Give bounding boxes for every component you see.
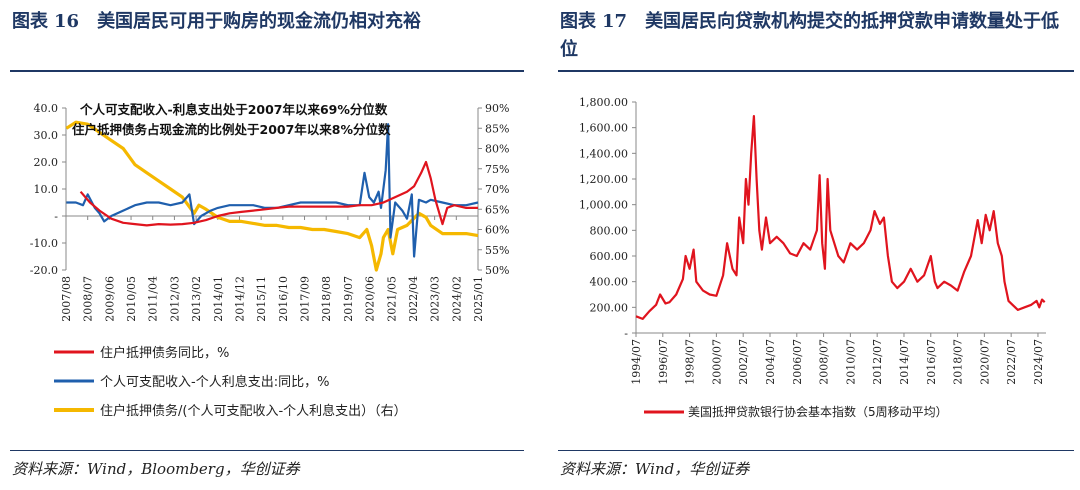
left-y-tick-label: 30.0: [34, 129, 59, 142]
figure-16-panel: 图表 16 美国居民可用于购房的现金流仍相对充裕 -20.0 -10.0-10.0 20…: [0, 0, 530, 490]
x-tick-label: 2004/07: [764, 339, 777, 385]
right-y-tick-label: 65%: [485, 203, 509, 216]
right-y-tick-label: 70%: [485, 183, 509, 196]
figure-17-chart: - 200.00 400.00 600.00 800.00 1,000.00 1,200.0…: [579, 96, 1046, 419]
x-tick-label: 2010/07: [844, 339, 857, 385]
figure-17-top-rule: [558, 70, 1074, 72]
figure-16-title: 图表 16 美国居民可用于购房的现金流仍相对充裕: [12, 8, 522, 36]
x-tick-label: 2022/07: [1005, 339, 1018, 385]
left-y-tick-label: 40.0: [34, 102, 59, 115]
annotation-debt-ratio-percentile: 住户抵押债务占现金流的比例处于2007年以来8%分位数: [72, 122, 391, 137]
x-tick-label: 2016/10: [277, 276, 290, 322]
figure-16-title-text: 美国居民可用于购房的现金流仍相对充裕: [97, 11, 422, 32]
left-y-tick-label: 20.0: [34, 156, 59, 169]
annotation-income-percentile: 个人可支配收入-利息支出处于2007年以来69%分位数: [79, 102, 388, 117]
right-y-tick-label: 60%: [485, 224, 509, 237]
x-tick-label: 2008/07: [818, 339, 831, 385]
x-tick-label: 1998/07: [684, 339, 697, 385]
x-tick-label: 2000/07: [710, 339, 723, 385]
y-tick-label: 1,400.00: [579, 147, 628, 160]
figure-16-top-rule: [10, 70, 524, 72]
legend-label: 住户抵押债务/(个人可支配收入-个人利息支出）（右）: [100, 403, 407, 419]
figure-17-panel: 图表 17 美国居民向贷款机构提交的抵押贷款申请数量处于低位 - 200.00 400.…: [548, 0, 1080, 490]
figure-17-title-text: 美国居民向贷款机构提交的抵押贷款申请数量处于低位: [560, 11, 1060, 60]
left-y-tick-label: -: [54, 210, 58, 223]
y-tick-label: 800.00: [590, 224, 629, 237]
left-y-tick-label: -10.0: [30, 237, 58, 250]
right-y-tick-label: 90%: [485, 102, 509, 115]
x-tick-label: 2022/04: [407, 276, 420, 322]
figure-16-bottom-rule: [10, 450, 524, 451]
x-tick-label: 2014/01: [212, 276, 225, 322]
y-tick-label: 200.00: [590, 301, 629, 314]
x-tick-label: 2015/11: [255, 276, 268, 322]
x-tick-label: 2007/08: [60, 276, 73, 322]
left-y-tick-label: -20.0: [30, 264, 58, 277]
x-tick-label: 2018/08: [320, 276, 333, 322]
x-tick-label: 2020/06: [364, 276, 377, 322]
figure-17-title: 图表 17 美国居民向贷款机构提交的抵押贷款申请数量处于低位: [560, 8, 1072, 64]
y-tick-label: 1,600.00: [579, 122, 628, 135]
figure-17-number: 17: [602, 11, 628, 32]
x-tick-label: 2011/04: [147, 276, 160, 322]
legend-label: 住户抵押债务同比，%: [100, 345, 229, 361]
x-tick-label: 2008/07: [82, 276, 95, 322]
figure-17-source: 资料来源：Wind，华创证券: [560, 460, 750, 478]
figure-16-chart: -20.0-10.0-10.020.030.040.050%55%60%65%7…: [30, 102, 510, 419]
right-y-tick-label: 85%: [485, 122, 509, 135]
left-y-tick-label: 10.0: [34, 183, 59, 196]
x-tick-label: 2018/07: [952, 339, 965, 385]
figure-16-source: 资料来源：Wind，Bloomberg，华创证券: [12, 460, 300, 478]
x-tick-label: 2002/07: [737, 339, 750, 385]
y-tick-label: -: [624, 327, 628, 340]
red-series-line: [79, 160, 478, 227]
yellow-series-line: [65, 120, 479, 272]
legend-label: 个人可支配收入-个人利息支出:同比，%: [100, 374, 329, 390]
x-tick-label: 2012/07: [871, 339, 884, 385]
x-tick-label: 2009/06: [103, 276, 116, 322]
x-tick-label: 1994/07: [630, 339, 643, 385]
x-tick-label: 2019/07: [342, 276, 355, 322]
x-tick-label: 2012/03: [168, 276, 181, 322]
x-tick-label: 2024/07: [1032, 339, 1045, 385]
x-tick-label: 2023/03: [429, 276, 442, 322]
figure-17-bottom-rule: [558, 450, 1074, 451]
right-y-tick-label: 75%: [485, 163, 509, 176]
figure-16-label: 图表: [12, 11, 48, 32]
x-tick-label: 1996/07: [657, 339, 670, 385]
x-tick-label: 2006/07: [791, 339, 804, 385]
x-tick-label: 2024/02: [450, 276, 463, 322]
x-tick-label: 2025/01: [472, 276, 485, 322]
y-tick-label: 1,800.00: [579, 96, 628, 109]
x-tick-label: 2013/02: [190, 276, 203, 322]
legend-label: 美国抵押贷款银行协会基本指数（5周移动平均）: [688, 404, 948, 419]
right-y-tick-label: 50%: [485, 264, 509, 277]
x-tick-label: 2014/07: [898, 339, 911, 385]
x-tick-label: 2020/07: [978, 339, 991, 385]
x-tick-label: 2010/05: [125, 276, 138, 322]
y-tick-label: 1,200.00: [579, 173, 628, 186]
right-y-tick-label: 55%: [485, 244, 509, 257]
y-tick-label: 400.00: [590, 276, 629, 289]
y-tick-label: 600.00: [590, 250, 629, 263]
right-y-tick-label: 80%: [485, 143, 509, 156]
mortgage-index-line: [635, 115, 1046, 320]
x-tick-label: 2014/12: [233, 276, 246, 322]
x-tick-label: 2017/09: [299, 276, 312, 322]
x-tick-label: 2016/07: [925, 339, 938, 385]
figure-17-label: 图表: [560, 11, 596, 32]
x-tick-label: 2021/05: [385, 276, 398, 322]
y-tick-label: 1,000.00: [579, 199, 628, 212]
figure-16-number: 16: [54, 11, 80, 32]
blue-series-line: [66, 123, 479, 258]
